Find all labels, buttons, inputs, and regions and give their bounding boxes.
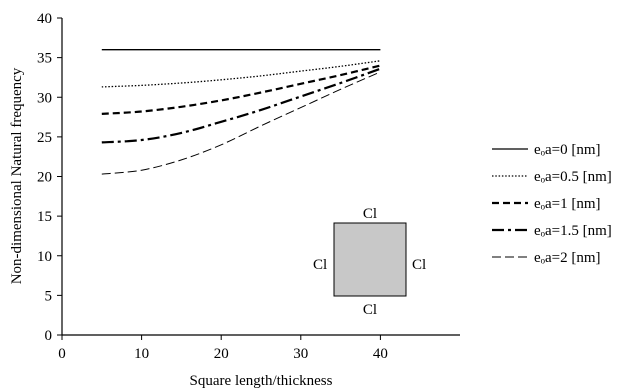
y-tick-label: 25 [37,130,52,146]
series-line [101,67,381,144]
bc-label-bottom: Cl [363,302,377,318]
boundary-condition-inset: Cl Cl Cl Cl [313,206,426,318]
legend: eₒa=0 [nm] eₒa=0.5 [nm] eₒa=1 [nm] eₒa=1.5 … [492,142,612,266]
x-tick-label: 0 [58,346,66,362]
y-tick-label: 15 [37,209,52,225]
x-tick-label: 30 [293,346,308,362]
y-tick-label: 5 [45,288,53,304]
x-tick-label: 20 [214,346,229,362]
x-tick-label: 10 [134,346,149,362]
bc-label-right: Cl [412,257,426,273]
ticks: 0 10 20 30 40 0 5 10 15 20 25 30 35 40 [37,11,388,362]
y-tick-label: 30 [37,90,52,106]
bc-label-top: Cl [363,206,377,222]
x-tick-label: 40 [373,346,388,362]
legend-label: eₒa=1.5 [nm] [534,223,612,239]
bc-label-left: Cl [313,257,327,273]
y-tick-label: 40 [37,11,52,27]
legend-label: eₒa=2 [nm] [534,250,601,266]
series-line [101,60,381,88]
x-axis-title: Square length/thickness [190,373,333,389]
y-tick-label: 10 [37,249,52,265]
legend-label: eₒa=1 [nm] [534,196,601,212]
y-axis-title: Non-dimensional Natural frequency [9,67,25,284]
y-tick-label: 35 [37,51,52,67]
y-tick-label: 0 [45,328,53,344]
legend-label: eₒa=0 [nm] [534,142,601,158]
series-group [101,49,381,175]
y-tick-label: 20 [37,170,52,186]
plate-square [333,222,407,297]
series-line [101,71,381,175]
legend-label: eₒa=0.5 [nm] [534,169,612,185]
